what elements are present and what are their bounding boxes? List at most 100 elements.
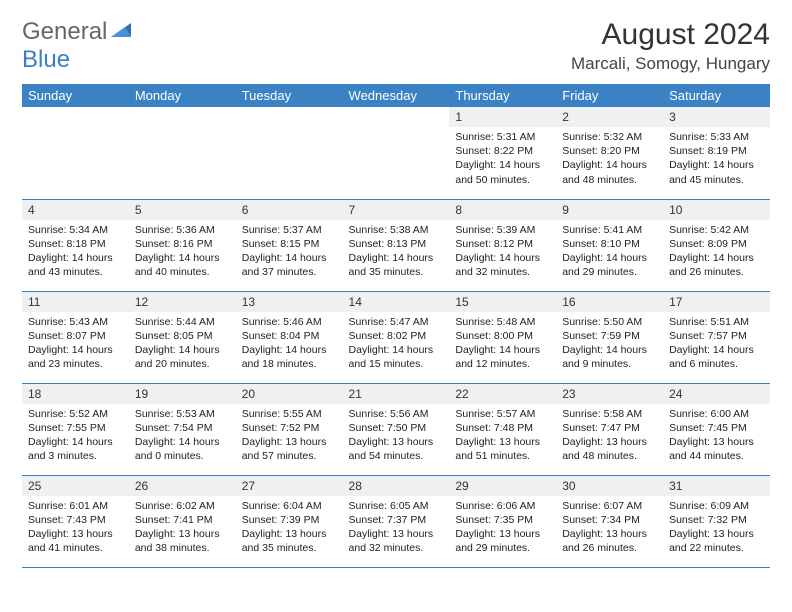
sunrise-text: Sunrise: 5:46 AM <box>242 315 337 329</box>
day-content: Sunrise: 5:33 AMSunset: 8:19 PMDaylight:… <box>663 127 770 191</box>
daylight-text: Daylight: 13 hours and 38 minutes. <box>135 527 230 555</box>
day-content: Sunrise: 5:48 AMSunset: 8:00 PMDaylight:… <box>449 312 556 376</box>
day-number: 4 <box>22 200 129 220</box>
daylight-text: Daylight: 13 hours and 32 minutes. <box>349 527 444 555</box>
day-number: 16 <box>556 292 663 312</box>
daylight-text: Daylight: 14 hours and 50 minutes. <box>455 158 550 186</box>
sunrise-text: Sunrise: 5:36 AM <box>135 223 230 237</box>
sunset-text: Sunset: 7:43 PM <box>28 513 123 527</box>
calendar-week-row: 18Sunrise: 5:52 AMSunset: 7:55 PMDayligh… <box>22 383 770 475</box>
day-content: Sunrise: 5:39 AMSunset: 8:12 PMDaylight:… <box>449 220 556 284</box>
sunrise-text: Sunrise: 5:55 AM <box>242 407 337 421</box>
calendar-day-cell: 7Sunrise: 5:38 AMSunset: 8:13 PMDaylight… <box>343 199 450 291</box>
calendar-day-cell: 12Sunrise: 5:44 AMSunset: 8:05 PMDayligh… <box>129 291 236 383</box>
day-content: Sunrise: 5:46 AMSunset: 8:04 PMDaylight:… <box>236 312 343 376</box>
day-content: Sunrise: 5:53 AMSunset: 7:54 PMDaylight:… <box>129 404 236 468</box>
sunrise-text: Sunrise: 6:06 AM <box>455 499 550 513</box>
calendar-day-cell: 16Sunrise: 5:50 AMSunset: 7:59 PMDayligh… <box>556 291 663 383</box>
day-number: 24 <box>663 384 770 404</box>
daylight-text: Daylight: 13 hours and 26 minutes. <box>562 527 657 555</box>
calendar-day-cell: 3Sunrise: 5:33 AMSunset: 8:19 PMDaylight… <box>663 107 770 199</box>
logo-triangle-icon <box>111 18 133 46</box>
sunset-text: Sunset: 8:20 PM <box>562 144 657 158</box>
location: Marcali, Somogy, Hungary <box>571 54 770 74</box>
calendar-day-cell: 28Sunrise: 6:05 AMSunset: 7:37 PMDayligh… <box>343 475 450 567</box>
day-content: Sunrise: 6:01 AMSunset: 7:43 PMDaylight:… <box>22 496 129 560</box>
sunset-text: Sunset: 8:18 PM <box>28 237 123 251</box>
calendar-day-cell: 30Sunrise: 6:07 AMSunset: 7:34 PMDayligh… <box>556 475 663 567</box>
sunrise-text: Sunrise: 5:39 AM <box>455 223 550 237</box>
calendar-day-cell: 31Sunrise: 6:09 AMSunset: 7:32 PMDayligh… <box>663 475 770 567</box>
sunrise-text: Sunrise: 5:31 AM <box>455 130 550 144</box>
weekday-header: Monday <box>129 84 236 107</box>
calendar-day-cell: 14Sunrise: 5:47 AMSunset: 8:02 PMDayligh… <box>343 291 450 383</box>
calendar-day-cell: 19Sunrise: 5:53 AMSunset: 7:54 PMDayligh… <box>129 383 236 475</box>
day-content: Sunrise: 5:34 AMSunset: 8:18 PMDaylight:… <box>22 220 129 284</box>
sunrise-text: Sunrise: 5:52 AM <box>28 407 123 421</box>
day-number: 7 <box>343 200 450 220</box>
calendar-week-row: 1Sunrise: 5:31 AMSunset: 8:22 PMDaylight… <box>22 107 770 199</box>
sunset-text: Sunset: 8:04 PM <box>242 329 337 343</box>
day-content: Sunrise: 5:47 AMSunset: 8:02 PMDaylight:… <box>343 312 450 376</box>
calendar-day-cell: 15Sunrise: 5:48 AMSunset: 8:00 PMDayligh… <box>449 291 556 383</box>
calendar-day-cell <box>22 107 129 199</box>
sunrise-text: Sunrise: 5:58 AM <box>562 407 657 421</box>
day-number: 27 <box>236 476 343 496</box>
daylight-text: Daylight: 13 hours and 41 minutes. <box>28 527 123 555</box>
calendar-day-cell: 26Sunrise: 6:02 AMSunset: 7:41 PMDayligh… <box>129 475 236 567</box>
calendar-head: SundayMondayTuesdayWednesdayThursdayFrid… <box>22 84 770 107</box>
day-number: 12 <box>129 292 236 312</box>
sunset-text: Sunset: 8:00 PM <box>455 329 550 343</box>
day-content: Sunrise: 5:37 AMSunset: 8:15 PMDaylight:… <box>236 220 343 284</box>
sunrise-text: Sunrise: 5:48 AM <box>455 315 550 329</box>
sunrise-text: Sunrise: 6:01 AM <box>28 499 123 513</box>
sunset-text: Sunset: 8:09 PM <box>669 237 764 251</box>
day-number: 29 <box>449 476 556 496</box>
day-content: Sunrise: 5:32 AMSunset: 8:20 PMDaylight:… <box>556 127 663 191</box>
sunset-text: Sunset: 8:16 PM <box>135 237 230 251</box>
daylight-text: Daylight: 13 hours and 35 minutes. <box>242 527 337 555</box>
day-content: Sunrise: 5:58 AMSunset: 7:47 PMDaylight:… <box>556 404 663 468</box>
daylight-text: Daylight: 13 hours and 48 minutes. <box>562 435 657 463</box>
sunrise-text: Sunrise: 5:53 AM <box>135 407 230 421</box>
calendar-day-cell: 27Sunrise: 6:04 AMSunset: 7:39 PMDayligh… <box>236 475 343 567</box>
daylight-text: Daylight: 14 hours and 32 minutes. <box>455 251 550 279</box>
daylight-text: Daylight: 14 hours and 35 minutes. <box>349 251 444 279</box>
calendar-day-cell <box>236 107 343 199</box>
sunrise-text: Sunrise: 5:51 AM <box>669 315 764 329</box>
day-number: 25 <box>22 476 129 496</box>
day-content: Sunrise: 6:05 AMSunset: 7:37 PMDaylight:… <box>343 496 450 560</box>
day-content: Sunrise: 5:36 AMSunset: 8:16 PMDaylight:… <box>129 220 236 284</box>
calendar-day-cell: 22Sunrise: 5:57 AMSunset: 7:48 PMDayligh… <box>449 383 556 475</box>
sunrise-text: Sunrise: 6:00 AM <box>669 407 764 421</box>
daylight-text: Daylight: 14 hours and 6 minutes. <box>669 343 764 371</box>
daylight-text: Daylight: 14 hours and 18 minutes. <box>242 343 337 371</box>
day-number: 21 <box>343 384 450 404</box>
daylight-text: Daylight: 14 hours and 9 minutes. <box>562 343 657 371</box>
day-content: Sunrise: 6:04 AMSunset: 7:39 PMDaylight:… <box>236 496 343 560</box>
calendar-day-cell: 4Sunrise: 5:34 AMSunset: 8:18 PMDaylight… <box>22 199 129 291</box>
sunset-text: Sunset: 7:57 PM <box>669 329 764 343</box>
weekday-header: Thursday <box>449 84 556 107</box>
logo-blue-wrap: Blue <box>22 46 70 74</box>
sunset-text: Sunset: 7:35 PM <box>455 513 550 527</box>
sunset-text: Sunset: 7:37 PM <box>349 513 444 527</box>
day-content: Sunrise: 5:43 AMSunset: 8:07 PMDaylight:… <box>22 312 129 376</box>
calendar-day-cell: 2Sunrise: 5:32 AMSunset: 8:20 PMDaylight… <box>556 107 663 199</box>
daylight-text: Daylight: 14 hours and 3 minutes. <box>28 435 123 463</box>
sunrise-text: Sunrise: 5:38 AM <box>349 223 444 237</box>
day-content: Sunrise: 5:41 AMSunset: 8:10 PMDaylight:… <box>556 220 663 284</box>
logo-text-general: General <box>22 18 107 46</box>
weekday-row: SundayMondayTuesdayWednesdayThursdayFrid… <box>22 84 770 107</box>
day-number: 13 <box>236 292 343 312</box>
sunrise-text: Sunrise: 5:43 AM <box>28 315 123 329</box>
day-content: Sunrise: 5:31 AMSunset: 8:22 PMDaylight:… <box>449 127 556 191</box>
day-content: Sunrise: 6:09 AMSunset: 7:32 PMDaylight:… <box>663 496 770 560</box>
sunrise-text: Sunrise: 5:42 AM <box>669 223 764 237</box>
sunset-text: Sunset: 7:45 PM <box>669 421 764 435</box>
day-number: 10 <box>663 200 770 220</box>
sunrise-text: Sunrise: 5:47 AM <box>349 315 444 329</box>
calendar-day-cell: 25Sunrise: 6:01 AMSunset: 7:43 PMDayligh… <box>22 475 129 567</box>
day-number: 5 <box>129 200 236 220</box>
calendar-day-cell: 11Sunrise: 5:43 AMSunset: 8:07 PMDayligh… <box>22 291 129 383</box>
